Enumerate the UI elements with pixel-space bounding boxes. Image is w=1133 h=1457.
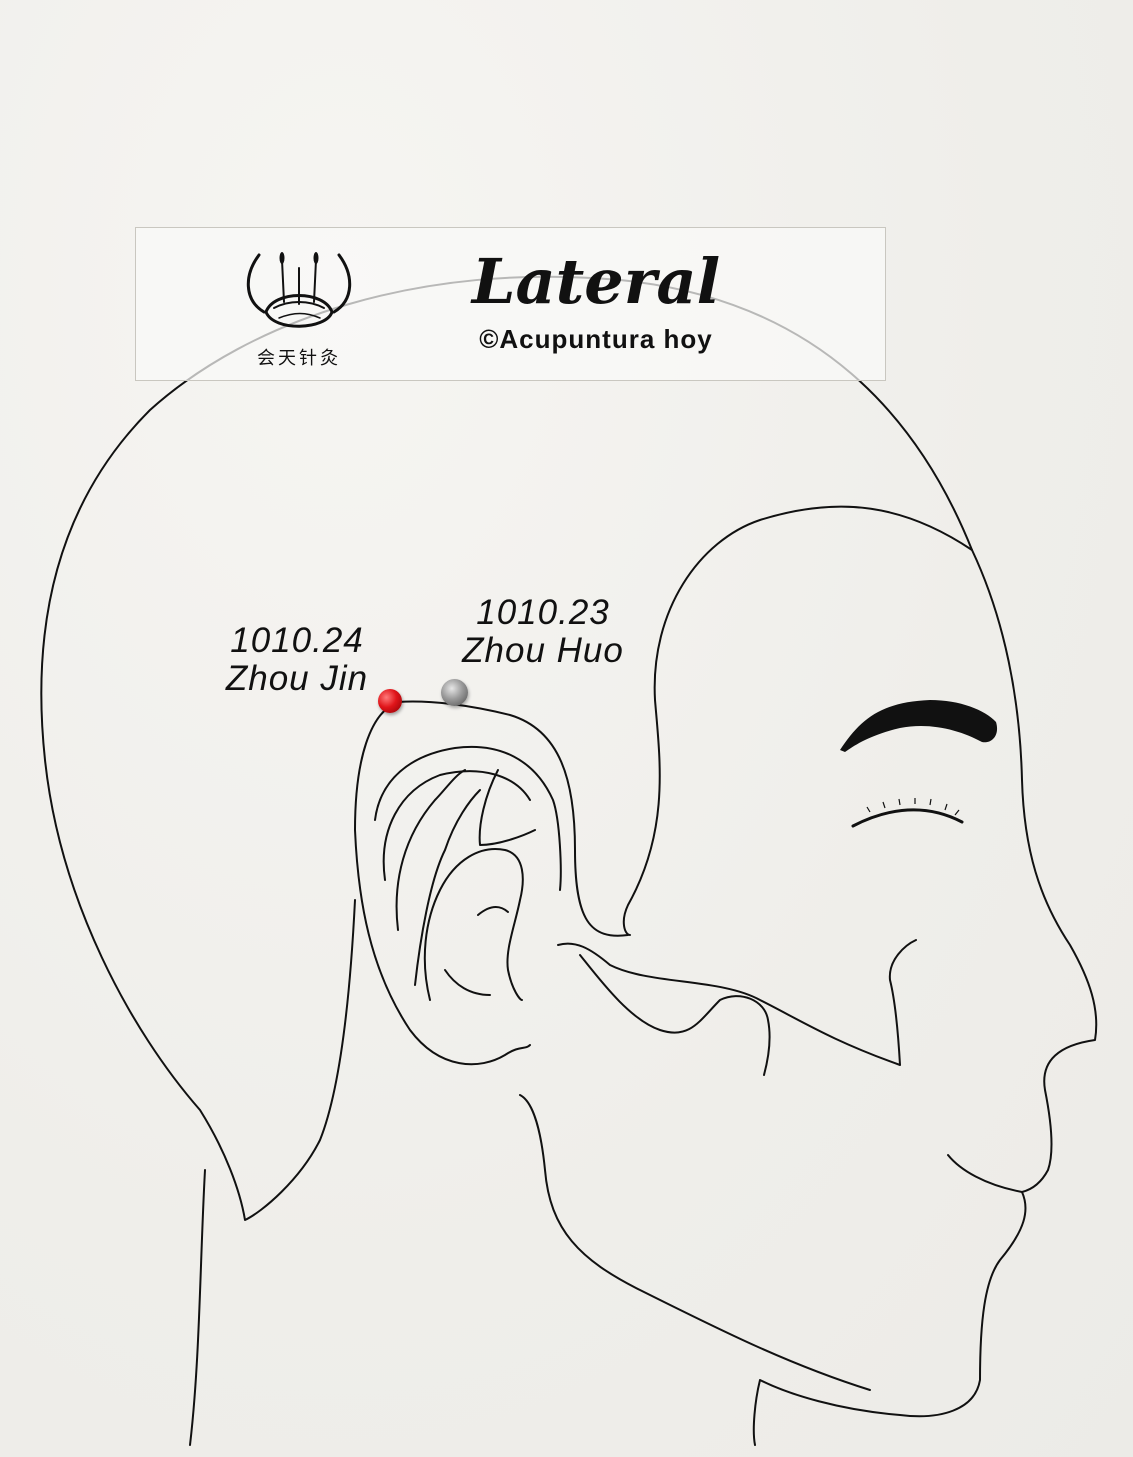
mouth-line: [947, 1154, 1023, 1193]
neck-back: [189, 1169, 206, 1446]
ear-tragus: [478, 769, 536, 846]
ear-antihelix-mid: [382, 770, 531, 881]
ear-antihelix-outer: [374, 745, 562, 891]
point-marker-zhou-huo: [441, 679, 468, 706]
ear-antihelix-inner: [395, 769, 481, 986]
page-title: Lateral: [471, 245, 721, 318]
ear-helix: [354, 700, 629, 1066]
copyright-text: ©Acupuntura hoy: [479, 324, 713, 354]
ear-lobe-fold: [477, 906, 509, 916]
point-name: Zhou Huo: [462, 631, 624, 670]
jaw-line: [519, 1094, 871, 1391]
needle-bowl-icon: [246, 252, 352, 328]
point-name: Zhou Jin: [225, 659, 369, 698]
skull-outline: [40, 275, 973, 1221]
eyebrow: [840, 700, 998, 752]
point-marker-zhou-jin: [378, 689, 402, 713]
header-panel: 会天针灸 Lateral ©Acupuntura hoy: [135, 227, 886, 381]
logo: 会天针灸: [234, 240, 364, 372]
ear-concha: [423, 848, 524, 1001]
logo-caption: 会天针灸: [257, 348, 341, 369]
point-code: 1010.23: [476, 593, 610, 632]
cheekbone-line: [579, 954, 771, 1076]
face-profile: [622, 505, 1098, 1446]
eye-line: [851, 808, 964, 828]
ear-fold-lower: [444, 969, 491, 996]
point-label-zhou-jin: 1010.24 Zhou Jin: [212, 622, 382, 698]
point-label-zhou-huo: 1010.23 Zhou Huo: [448, 594, 638, 670]
cheek-line: [557, 939, 917, 1066]
eyelashes: [866, 798, 960, 816]
point-code: 1010.24: [230, 621, 364, 660]
